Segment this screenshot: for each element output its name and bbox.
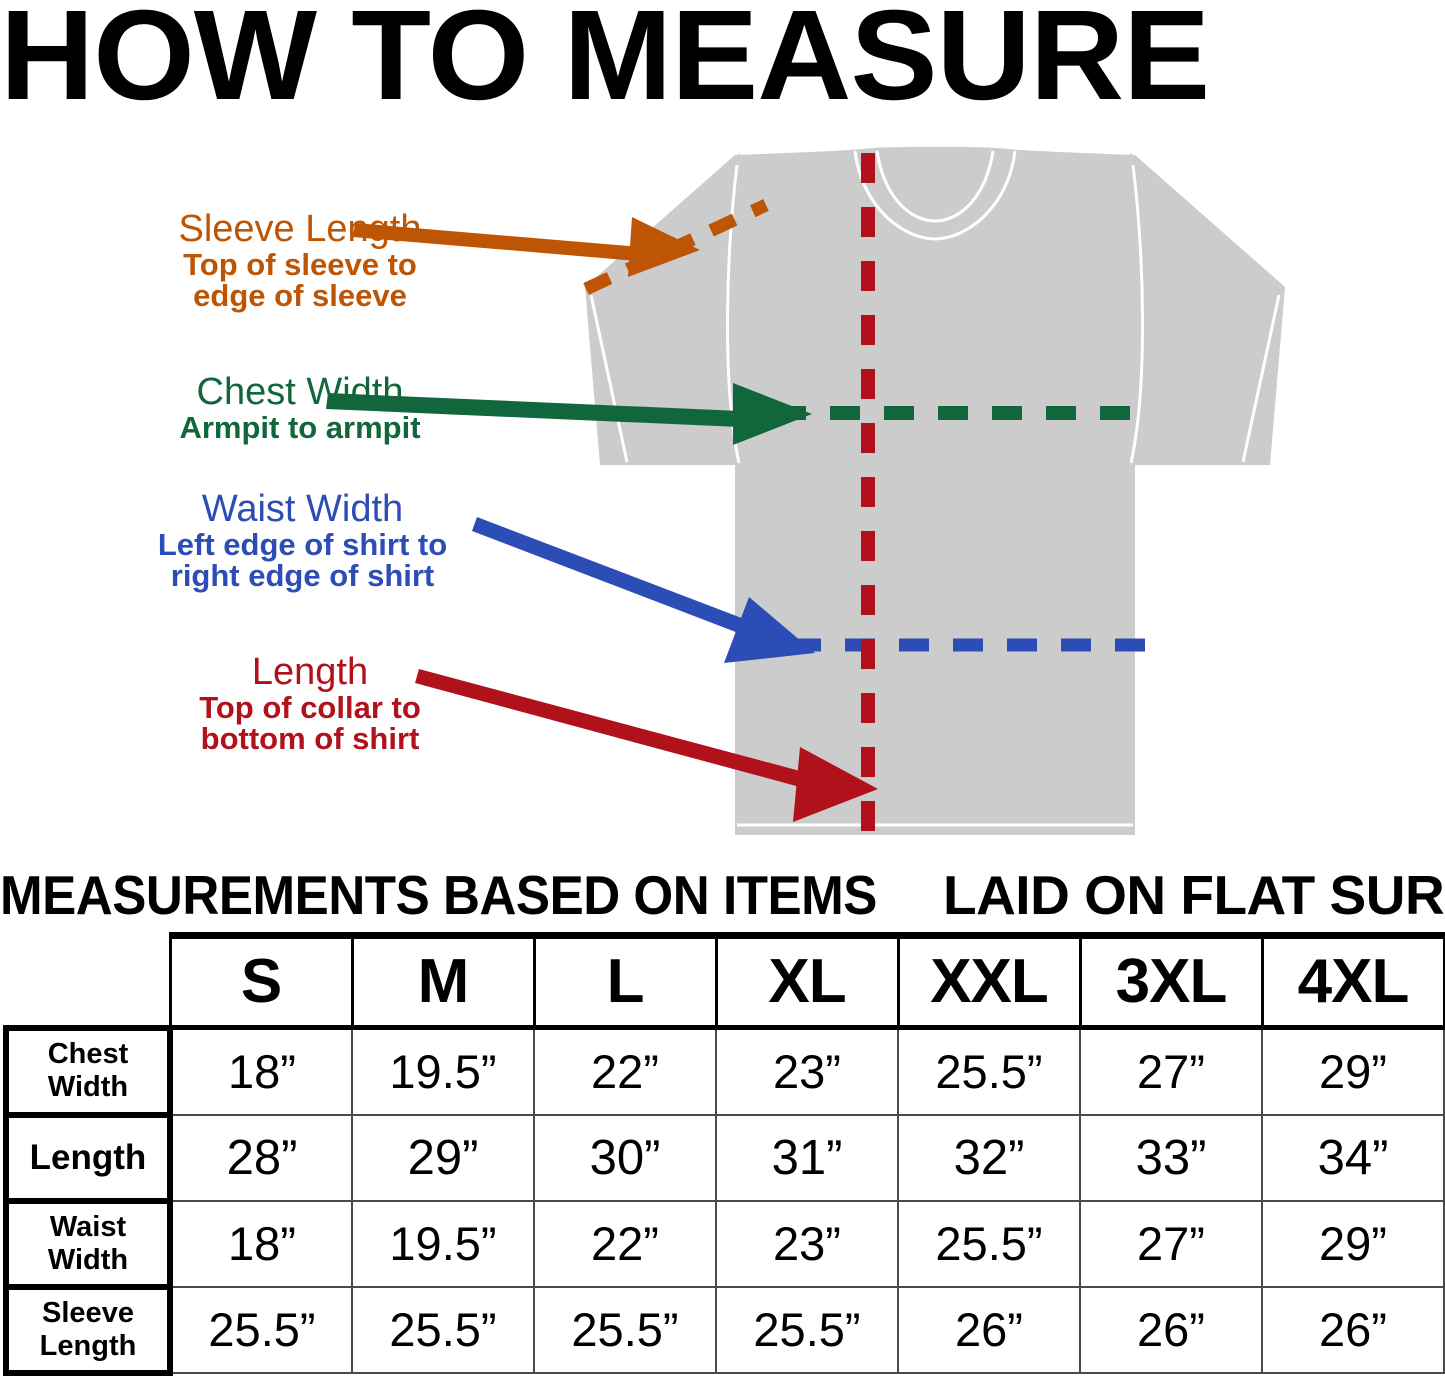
cell-chest-m: 19.5” (351, 1025, 535, 1116)
column-header-xxl: XXL (896, 932, 1082, 1030)
right-armhole-seam (1129, 164, 1144, 464)
left-shoulder-fill (585, 153, 740, 465)
row-label-line-2: Length (39, 1330, 137, 1362)
size-chart-table: S M L XL XXL 3XL 4XL Chest Width 18” 19.… (3, 932, 1445, 1376)
cell-sleeve-s: 25.5” (169, 1286, 353, 1374)
table-row: Waist Width 18” 19.5” 22” 23” 25.5” 27” … (3, 1198, 1445, 1290)
callout-sleeve-length-detail-1: Top of sleeve to (183, 246, 417, 282)
column-header-3xl: 3XL (1078, 932, 1264, 1030)
callout-sleeve-length: Sleeve Length Top of sleeve to edge of s… (140, 210, 460, 312)
cell-length-xxl: 32” (897, 1114, 1081, 1202)
cell-chest-4xl: 29” (1261, 1025, 1445, 1116)
callout-waist-width-detail-1: Left edge of shirt to (157, 526, 448, 562)
callout-chest-width-detail-1: Armpit to armpit (179, 409, 421, 445)
sleeve-length-arrow (353, 217, 700, 277)
cell-chest-xl: 23” (715, 1025, 899, 1116)
waist-width-arrow (472, 517, 815, 663)
cell-length-s: 28” (169, 1114, 353, 1202)
cell-waist-xl: 23” (715, 1200, 899, 1288)
callout-length: Length Top of collar to bottom of shirt (150, 653, 470, 755)
cell-length-l: 30” (533, 1114, 717, 1202)
cell-chest-l: 22” (533, 1025, 717, 1116)
collar-inner (875, 150, 995, 223)
table-corner-cell (6, 936, 170, 1028)
length-arrow (415, 669, 878, 822)
table-row: Sleeve Length 25.5” 25.5” 25.5” 25.5” 26… (3, 1284, 1445, 1376)
cell-sleeve-xxl: 26” (897, 1286, 1081, 1374)
cell-length-xl: 31” (715, 1114, 899, 1202)
cell-sleeve-m: 25.5” (351, 1286, 535, 1374)
measurement-diagram: Sleeve Length Top of sleeve to edge of s… (0, 135, 1445, 860)
subtitle-part-1: MEASUREMENTS BASED ON ITEMS (0, 864, 877, 926)
cell-length-m: 29” (351, 1114, 535, 1202)
cell-waist-3xl: 27” (1079, 1200, 1263, 1288)
right-cuff-seam (1241, 294, 1281, 463)
cell-waist-m: 19.5” (351, 1200, 535, 1288)
row-label-waist-width: Waist Width (3, 1198, 173, 1290)
row-label-line-1: Waist (49, 1211, 127, 1243)
table-header-row: S M L XL XXL 3XL 4XL (6, 932, 1445, 1030)
row-label-line-1: Sleeve (42, 1297, 134, 1329)
row-label-line-1: Chest (47, 1038, 129, 1071)
cell-sleeve-3xl: 26” (1079, 1286, 1263, 1374)
cell-length-4xl: 34” (1261, 1114, 1445, 1202)
cell-sleeve-xl: 25.5” (715, 1286, 899, 1374)
row-label-chest-width: Chest Width (3, 1024, 173, 1118)
table-row: Length 28” 29” 30” 31” 32” 33” 34” (3, 1112, 1445, 1204)
row-label-line-2: Width (47, 1071, 129, 1104)
chest-width-arrow (326, 383, 812, 445)
column-header-m: M (350, 932, 536, 1030)
cell-sleeve-l: 25.5” (533, 1286, 717, 1374)
collar-outer (853, 150, 1017, 241)
table-row: Chest Width 18” 19.5” 22” 23” 25.5” 27” … (3, 1024, 1445, 1118)
column-header-s: S (168, 932, 354, 1030)
left-cuff-seam (589, 294, 629, 463)
column-header-l: L (532, 932, 718, 1030)
callout-sleeve-length-heading: Sleeve Length (178, 208, 422, 250)
row-label-line-1: Length (29, 1138, 147, 1177)
cell-chest-xxl: 25.5” (897, 1025, 1081, 1116)
column-header-4xl: 4XL (1260, 932, 1445, 1030)
cell-length-3xl: 33” (1079, 1114, 1263, 1202)
callout-waist-width-heading: Waist Width (201, 488, 404, 530)
callout-chest-width-heading: Chest Width (196, 371, 404, 413)
cell-chest-3xl: 27” (1079, 1025, 1263, 1116)
column-header-xl: XL (714, 932, 900, 1030)
callout-chest-width: Chest Width Armpit to armpit (140, 373, 460, 443)
cell-chest-s: 18” (169, 1025, 353, 1116)
subtitle: MEASUREMENTS BASED ON ITEMS LAID ON FLAT… (0, 866, 1445, 924)
tshirt-body (735, 147, 1135, 835)
row-label-line-2: Width (47, 1244, 129, 1276)
callout-waist-width: Waist Width Left edge of shirt to right … (130, 490, 475, 592)
cell-waist-s: 18” (169, 1200, 353, 1288)
cell-waist-xxl: 25.5” (897, 1200, 1081, 1288)
subtitle-part-2: LAID ON FLAT SURFACE (942, 864, 1445, 926)
cell-waist-4xl: 29” (1261, 1200, 1445, 1288)
callout-sleeve-length-detail-2: edge of sleeve (193, 278, 407, 314)
cell-waist-l: 22” (533, 1200, 717, 1288)
callout-waist-width-detail-2: right edge of shirt (170, 558, 435, 594)
callout-length-detail-2: bottom of shirt (200, 721, 420, 757)
right-shoulder-fill (1130, 153, 1285, 465)
tshirt-illustration (326, 147, 1285, 841)
row-label-length: Length (3, 1112, 173, 1204)
callout-length-detail-1: Top of collar to (199, 689, 421, 725)
row-label-sleeve-length: Sleeve Length (3, 1284, 173, 1376)
cell-sleeve-4xl: 26” (1261, 1286, 1445, 1374)
callout-length-heading: Length (251, 651, 369, 693)
page-title: HOW TO MEASURE (0, 0, 1210, 127)
